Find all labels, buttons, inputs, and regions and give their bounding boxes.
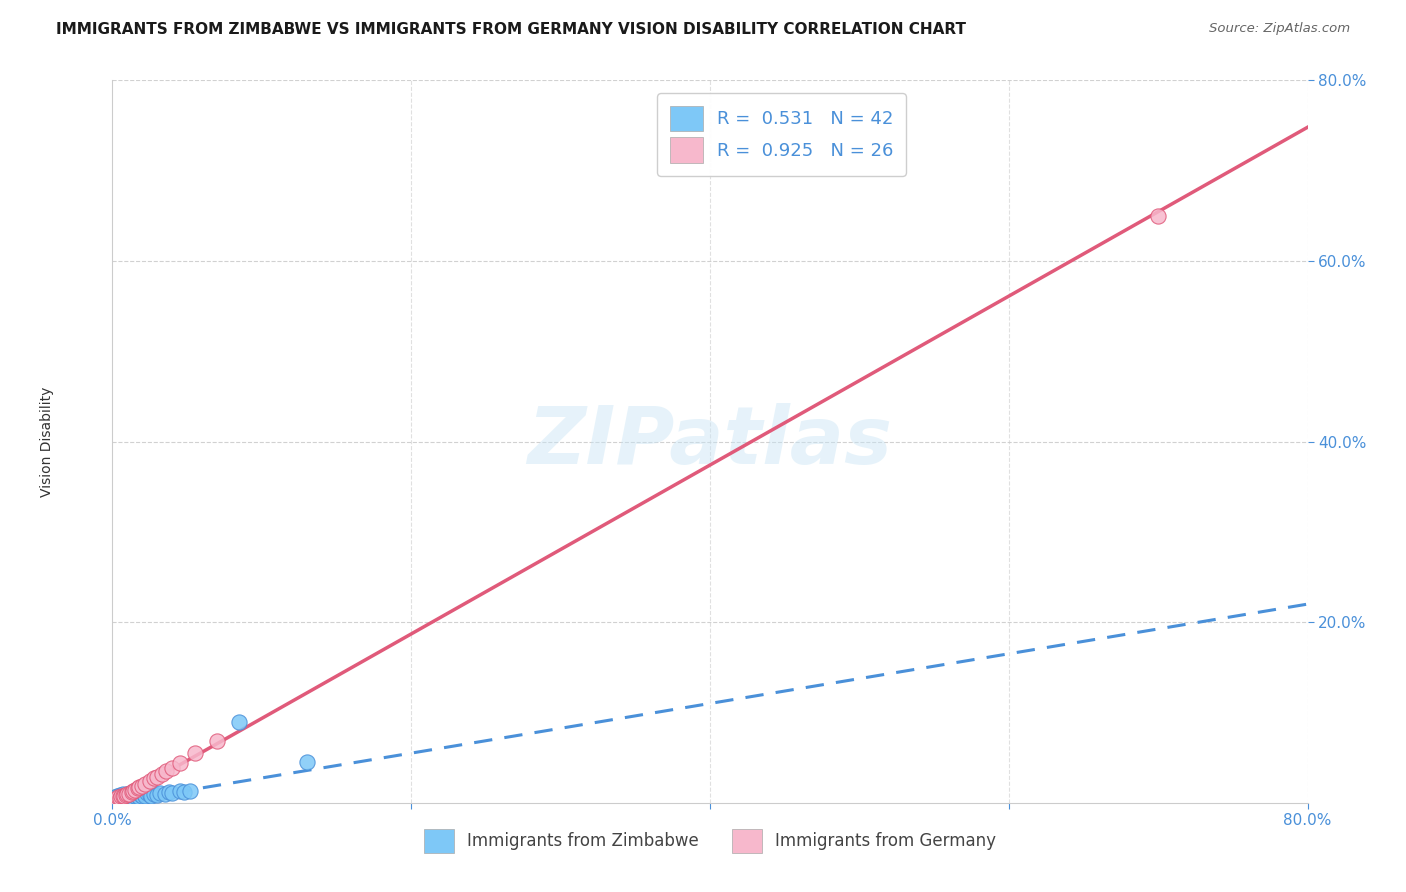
Point — [153, 787, 176, 801]
Point — [110, 789, 132, 804]
Point — [120, 786, 142, 800]
Point — [114, 790, 135, 805]
Point — [107, 790, 129, 805]
Point — [122, 788, 145, 802]
Point — [122, 784, 145, 798]
Point — [149, 786, 172, 800]
Point — [124, 783, 146, 797]
Point — [183, 746, 205, 760]
Point — [150, 767, 173, 781]
Point — [295, 755, 318, 769]
Point — [135, 786, 157, 800]
Point — [110, 791, 132, 805]
Point — [169, 784, 191, 798]
Point — [111, 787, 134, 801]
Point — [143, 772, 166, 786]
Point — [121, 785, 143, 799]
Point — [179, 784, 201, 798]
Point — [131, 779, 153, 793]
Text: Vision Disability: Vision Disability — [39, 386, 53, 497]
Text: Source: ZipAtlas.com: Source: ZipAtlas.com — [1209, 22, 1350, 36]
Point — [128, 780, 150, 795]
Point — [162, 761, 183, 775]
Point — [108, 788, 131, 802]
Point — [117, 787, 139, 801]
Point — [124, 789, 146, 804]
Point — [107, 792, 129, 806]
Point — [146, 788, 169, 802]
Point — [120, 789, 142, 803]
Point — [103, 792, 125, 806]
Point — [131, 789, 153, 804]
Point — [1147, 209, 1170, 223]
Point — [105, 791, 128, 805]
Point — [104, 792, 127, 806]
Point — [169, 756, 191, 770]
Point — [146, 770, 169, 784]
Point — [115, 788, 138, 802]
Point — [228, 714, 250, 729]
Point — [108, 791, 131, 805]
Point — [117, 789, 139, 804]
Point — [132, 787, 155, 801]
Point — [108, 790, 131, 805]
Point — [162, 786, 183, 800]
Point — [157, 785, 180, 799]
Point — [139, 788, 162, 802]
Point — [129, 788, 152, 802]
Point — [125, 787, 148, 801]
Text: ZIPatlas: ZIPatlas — [527, 402, 893, 481]
Point — [127, 781, 149, 796]
Point — [114, 789, 135, 803]
Point — [111, 789, 134, 804]
Point — [105, 789, 128, 803]
Point — [134, 777, 156, 791]
Point — [139, 774, 162, 789]
Point — [141, 789, 163, 803]
Point — [114, 789, 135, 804]
Point — [104, 790, 127, 805]
Point — [155, 764, 177, 779]
Point — [118, 790, 141, 805]
Point — [115, 791, 138, 805]
Point — [121, 790, 143, 805]
Point — [143, 787, 166, 801]
Point — [128, 790, 150, 805]
Point — [117, 787, 139, 801]
Point — [173, 785, 195, 799]
Point — [118, 787, 141, 801]
Point — [134, 789, 156, 803]
Point — [111, 789, 134, 803]
Point — [205, 734, 228, 748]
Point — [127, 789, 149, 803]
Text: IMMIGRANTS FROM ZIMBABWE VS IMMIGRANTS FROM GERMANY VISION DISABILITY CORRELATIO: IMMIGRANTS FROM ZIMBABWE VS IMMIGRANTS F… — [56, 22, 966, 37]
Legend: Immigrants from Zimbabwe, Immigrants from Germany: Immigrants from Zimbabwe, Immigrants fro… — [418, 822, 1002, 860]
